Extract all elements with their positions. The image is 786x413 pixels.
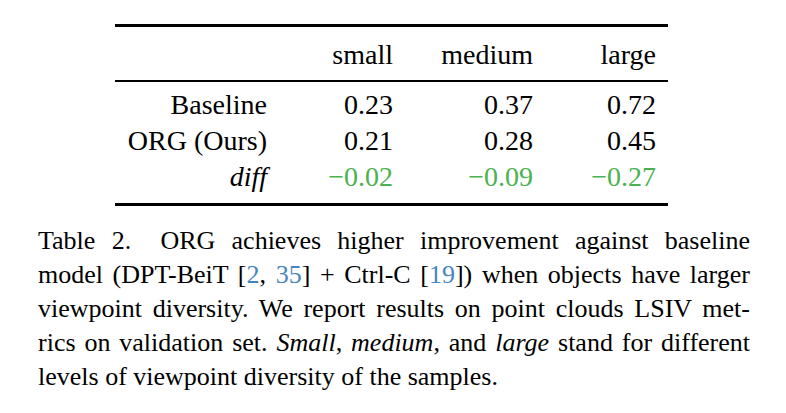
col-header-large: large xyxy=(533,26,668,82)
caption-line-1: Table 2. ORG achieves higher improvement… xyxy=(38,224,750,258)
cell-org-small: 0.21 xyxy=(267,123,393,159)
caption-text: model (DPT-BeiT [ xyxy=(38,260,246,289)
caption-text: , xyxy=(336,328,351,357)
cell-diff-medium: −0.09 xyxy=(393,159,533,205)
italic-term-medium: medium xyxy=(351,328,433,357)
caption-line-5: levels of viewpoint diversity of the sam… xyxy=(38,360,750,394)
cell-baseline-large: 0.72 xyxy=(533,81,668,123)
corner-cell xyxy=(115,26,267,82)
italic-term-small: Small xyxy=(276,328,335,357)
caption-line-4: rics on validation set. Small, medium, a… xyxy=(38,326,750,360)
caption-text: levels of viewpoint diversity of the sam… xyxy=(38,362,498,391)
caption-text: rics on validation set. xyxy=(38,328,276,357)
results-table: small medium large Baseline 0.23 0.37 0.… xyxy=(115,24,668,206)
cell-baseline-small: 0.23 xyxy=(267,81,393,123)
caption-text: ]) when objects have larger xyxy=(455,260,750,289)
citation-ref-35[interactable]: 35 xyxy=(276,260,302,289)
caption-text: stand for different xyxy=(549,328,750,357)
cell-org-large: 0.45 xyxy=(533,123,668,159)
caption-text: , and xyxy=(433,328,495,357)
col-header-small: small xyxy=(267,26,393,82)
citation-ref-2[interactable]: 2 xyxy=(246,260,259,289)
caption-text: ] + Ctrl-C [ xyxy=(302,260,429,289)
table-caption: Table 2. ORG achieves higher improvement… xyxy=(38,224,750,394)
table-row-diff: diff −0.02 −0.09 −0.27 xyxy=(115,159,668,205)
caption-text: Table 2. ORG achieves higher improvement… xyxy=(38,226,750,255)
caption-line-3: viewpoint diversity. We report results o… xyxy=(38,292,750,326)
col-header-medium: medium xyxy=(393,26,533,82)
table-row-baseline: Baseline 0.23 0.37 0.72 xyxy=(115,81,668,123)
table-header-row: small medium large xyxy=(115,26,668,82)
caption-line-2: model (DPT-BeiT [2, 35] + Ctrl-C [19]) w… xyxy=(38,258,750,292)
caption-text: , xyxy=(259,260,275,289)
caption-text: viewpoint diversity. We report results o… xyxy=(38,294,750,323)
italic-term-large: large xyxy=(495,328,549,357)
row-label-org: ORG (Ours) xyxy=(115,123,267,159)
citation-ref-19[interactable]: 19 xyxy=(429,260,455,289)
row-label-diff: diff xyxy=(115,159,267,205)
cell-baseline-medium: 0.37 xyxy=(393,81,533,123)
paper-page: { "table": { "columns": ["small", "mediu… xyxy=(0,0,786,413)
row-label-baseline: Baseline xyxy=(115,81,267,123)
table-row-org: ORG (Ours) 0.21 0.28 0.45 xyxy=(115,123,668,159)
cell-diff-large: −0.27 xyxy=(533,159,668,205)
cell-diff-small: −0.02 xyxy=(267,159,393,205)
cell-org-medium: 0.28 xyxy=(393,123,533,159)
